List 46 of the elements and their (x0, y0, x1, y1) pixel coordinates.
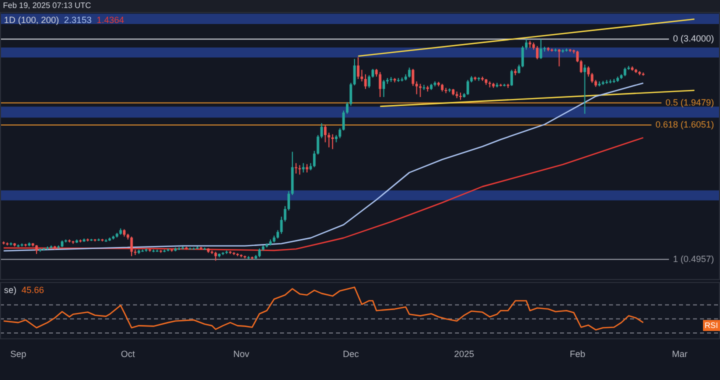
text: 2.3153 (64, 15, 92, 25)
candlestick (302, 162, 305, 173)
candlestick (576, 50, 579, 63)
candlestick (558, 48, 560, 67)
text: 1.4364 (96, 15, 124, 25)
x-tick-label: Sep (10, 349, 26, 360)
candlestick (130, 236, 133, 257)
candlestick (356, 56, 360, 80)
candlestick (540, 38, 542, 60)
legend-title: se) (4, 285, 17, 295)
text: Feb 19, 2025 07:13 UTC (0, 0, 720, 12)
candlestick (382, 79, 386, 98)
candlestick (536, 46, 539, 60)
candlestick (298, 164, 301, 176)
candlestick (331, 134, 334, 150)
ref-line-label: 0.5 (1.9479) (665, 97, 714, 108)
candlestick (320, 122, 323, 139)
x-tick-label: Oct (120, 349, 136, 360)
candlestick (378, 72, 382, 98)
candlestick (525, 38, 528, 50)
candlestick (459, 92, 462, 100)
candlestick (419, 83, 422, 98)
candlestick (324, 124, 327, 143)
annotation: RSI (702, 320, 720, 331)
candlestick (466, 79, 470, 96)
candlestick (590, 72, 594, 84)
candlestick (408, 67, 411, 78)
x-tick-label: Mar (672, 349, 688, 360)
x-tick-label: Feb (570, 349, 586, 360)
candlestick (364, 74, 367, 90)
candlestick (510, 69, 513, 86)
ref-line-label: 0.618 (1.6051) (655, 119, 714, 130)
x-tick-label: Dec (342, 349, 360, 360)
text: 45.66 (22, 285, 44, 295)
candlestick (368, 74, 370, 88)
ref-line-label: 1 (0.4957) (672, 254, 714, 264)
candlestick (583, 64, 586, 114)
candlestick (294, 162, 298, 174)
candlestick (587, 66, 590, 78)
candlestick (580, 60, 582, 74)
candlestick (280, 216, 283, 234)
candlestick (338, 128, 342, 139)
ref-line-label: 0 (3.4000) (672, 34, 714, 44)
x-tick-label: Nov (233, 349, 250, 360)
x-tick-label: 2025 (454, 349, 474, 360)
legend-title: 1D (100, 200) (4, 15, 60, 25)
